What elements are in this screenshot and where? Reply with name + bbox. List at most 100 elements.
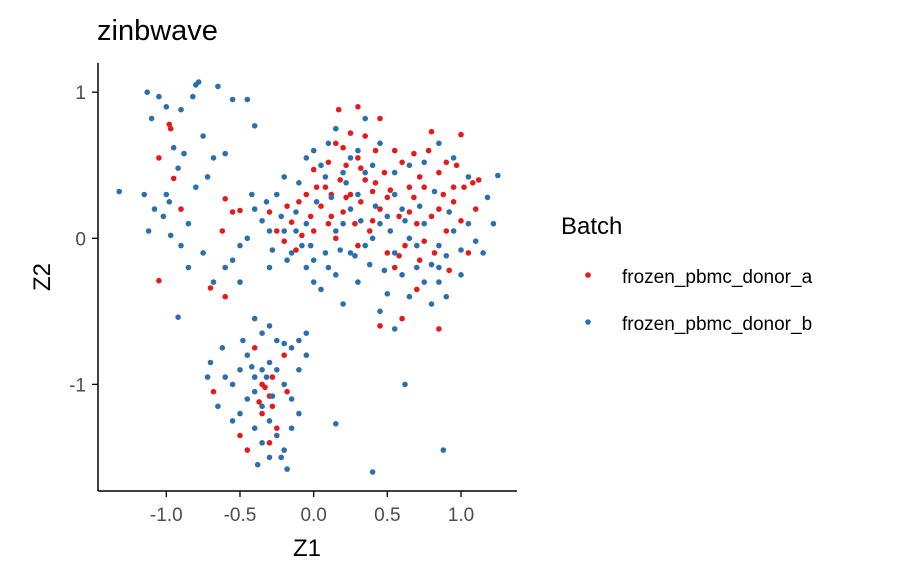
point-donor-a-107 bbox=[411, 194, 417, 201]
point-donor-a-39 bbox=[391, 264, 398, 271]
point-donor-b-127 bbox=[431, 188, 438, 195]
point-donor-b-151 bbox=[237, 367, 243, 373]
point-donor-a-75 bbox=[310, 166, 317, 173]
point-donor-b-134 bbox=[307, 242, 314, 249]
legend: Batch frozen_pbmc_donor_a frozen_pbmc_do… bbox=[561, 213, 813, 335]
point-donor-b-131 bbox=[352, 253, 358, 259]
point-donor-b-31 bbox=[200, 250, 206, 256]
point-donor-b-124 bbox=[387, 228, 394, 234]
point-donor-a-60 bbox=[472, 206, 479, 212]
point-donor-b-175 bbox=[284, 466, 290, 472]
x-tick-label-2: 0.0 bbox=[300, 505, 326, 526]
point-donor-b-4 bbox=[215, 83, 221, 90]
point-donor-b-143 bbox=[259, 330, 265, 337]
point-donor-a-19 bbox=[310, 228, 317, 234]
point-donor-a-35 bbox=[377, 206, 383, 212]
point-donor-b-62 bbox=[406, 235, 413, 242]
point-donor-b-174 bbox=[278, 454, 285, 461]
point-donor-b-19 bbox=[193, 184, 199, 190]
point-donor-a-50 bbox=[431, 250, 438, 256]
point-donor-b-22 bbox=[141, 191, 147, 198]
point-donor-a-61 bbox=[475, 177, 482, 183]
point-donor-b-111 bbox=[490, 220, 497, 227]
point-donor-a-63 bbox=[355, 104, 361, 110]
point-donor-b-138 bbox=[249, 191, 255, 198]
point-donor-b-47 bbox=[281, 228, 288, 234]
point-donor-b-10 bbox=[170, 144, 177, 151]
point-donor-b-77 bbox=[428, 301, 435, 307]
point-donor-b-52 bbox=[333, 272, 339, 278]
point-donor-a-89 bbox=[262, 384, 268, 391]
point-donor-b-170 bbox=[251, 425, 258, 432]
point-donor-a-87 bbox=[281, 352, 288, 359]
point-donor-a-29 bbox=[355, 155, 361, 161]
point-donor-a-5 bbox=[156, 277, 162, 284]
point-donor-b-144 bbox=[266, 323, 273, 329]
point-donor-a-98 bbox=[355, 242, 361, 249]
point-donor-a-37 bbox=[384, 250, 391, 256]
point-donor-b-172 bbox=[254, 461, 261, 468]
point-donor-a-13 bbox=[274, 228, 280, 234]
point-donor-b-81 bbox=[377, 308, 383, 315]
point-donor-a-42 bbox=[402, 242, 408, 249]
point-donor-b-104 bbox=[406, 162, 413, 169]
point-donor-b-109 bbox=[484, 194, 491, 201]
point-donor-b-44 bbox=[318, 162, 324, 169]
point-donor-b-17 bbox=[145, 228, 152, 234]
point-donor-a-38 bbox=[387, 187, 394, 193]
point-donor-b-108 bbox=[465, 174, 472, 180]
points-layer bbox=[116, 79, 501, 475]
point-donor-b-148 bbox=[296, 337, 302, 344]
point-donor-a-104 bbox=[450, 184, 457, 190]
point-donor-b-75 bbox=[414, 264, 420, 271]
point-donor-a-83 bbox=[237, 432, 243, 439]
point-donor-b-161 bbox=[288, 396, 295, 402]
point-donor-b-136 bbox=[278, 213, 285, 220]
point-donor-a-56 bbox=[453, 162, 460, 169]
point-donor-b-158 bbox=[281, 447, 288, 453]
point-donor-a-108 bbox=[396, 253, 402, 259]
point-donor-a-7 bbox=[219, 228, 226, 234]
point-donor-a-106 bbox=[421, 238, 428, 244]
point-donor-b-129 bbox=[381, 267, 388, 274]
point-donor-a-66 bbox=[428, 128, 435, 135]
point-donor-b-38 bbox=[259, 218, 265, 224]
point-donor-b-147 bbox=[288, 345, 295, 351]
point-donor-b-5 bbox=[229, 96, 236, 103]
point-donor-a-54 bbox=[446, 267, 453, 274]
point-donor-a-80 bbox=[269, 374, 276, 380]
point-donor-a-70 bbox=[399, 315, 405, 322]
point-donor-b-56 bbox=[362, 242, 369, 249]
point-donor-b-35 bbox=[237, 279, 243, 285]
x-tick-label-4: 1.0 bbox=[448, 505, 474, 526]
point-donor-b-25 bbox=[116, 188, 122, 195]
point-donor-a-65 bbox=[362, 133, 369, 139]
point-donor-a-21 bbox=[325, 220, 332, 227]
point-donor-a-16 bbox=[296, 199, 302, 205]
point-donor-a-81 bbox=[259, 410, 265, 417]
point-donor-a-88 bbox=[251, 345, 258, 351]
point-donor-b-32 bbox=[175, 314, 181, 321]
point-donor-b-120 bbox=[328, 194, 335, 201]
point-donor-b-157 bbox=[274, 432, 280, 439]
point-donor-b-105 bbox=[421, 159, 428, 166]
point-donor-b-20 bbox=[160, 213, 167, 220]
point-donor-b-74 bbox=[406, 293, 413, 300]
point-donor-b-6 bbox=[190, 93, 196, 100]
point-donor-b-72 bbox=[391, 250, 398, 256]
point-donor-b-185 bbox=[240, 337, 246, 344]
point-donor-b-53 bbox=[347, 250, 354, 256]
point-donor-a-8 bbox=[207, 285, 214, 291]
point-donor-a-27 bbox=[347, 191, 354, 198]
point-donor-b-165 bbox=[259, 367, 265, 373]
point-donor-b-113 bbox=[458, 272, 464, 278]
point-donor-b-11 bbox=[181, 150, 187, 157]
point-donor-b-90 bbox=[333, 228, 339, 234]
point-donor-b-33 bbox=[229, 257, 236, 264]
point-donor-a-26 bbox=[343, 162, 349, 169]
point-donor-b-54 bbox=[355, 279, 361, 285]
point-donor-a-102 bbox=[299, 232, 305, 239]
point-donor-b-48 bbox=[299, 242, 305, 249]
point-donor-b-57 bbox=[369, 235, 376, 242]
point-donor-b-126 bbox=[416, 203, 423, 209]
